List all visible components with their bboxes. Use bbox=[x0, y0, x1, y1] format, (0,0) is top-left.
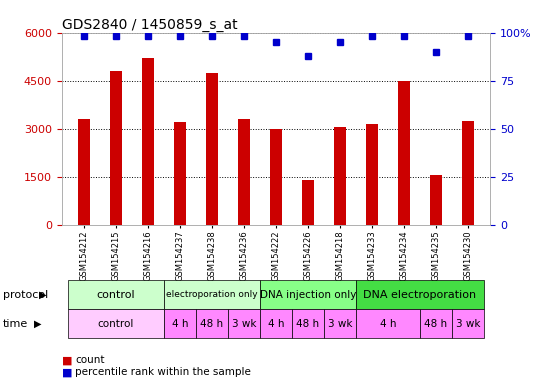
Text: control: control bbox=[98, 318, 134, 329]
Text: 3 wk: 3 wk bbox=[328, 318, 352, 329]
Text: time: time bbox=[3, 319, 28, 329]
Text: 3 wk: 3 wk bbox=[232, 318, 256, 329]
Bar bbox=[164, 280, 260, 309]
Bar bbox=[324, 309, 356, 338]
Text: count: count bbox=[75, 355, 105, 365]
Text: 48 h: 48 h bbox=[200, 318, 224, 329]
Bar bbox=[356, 280, 484, 309]
Bar bbox=[333, 127, 346, 225]
Bar bbox=[78, 119, 91, 225]
Text: 4 h: 4 h bbox=[268, 318, 284, 329]
Text: ▶: ▶ bbox=[34, 319, 41, 329]
Bar bbox=[206, 73, 219, 225]
Text: 4 h: 4 h bbox=[172, 318, 188, 329]
Text: ▶: ▶ bbox=[39, 290, 46, 300]
Bar bbox=[292, 309, 324, 338]
Bar bbox=[270, 129, 282, 225]
Bar bbox=[398, 81, 411, 225]
Bar bbox=[110, 71, 122, 225]
Text: 3 wk: 3 wk bbox=[456, 318, 480, 329]
Text: DNA electroporation: DNA electroporation bbox=[363, 290, 477, 300]
Text: control: control bbox=[96, 290, 136, 300]
Bar bbox=[356, 309, 420, 338]
Text: GDS2840 / 1450859_s_at: GDS2840 / 1450859_s_at bbox=[62, 18, 237, 31]
Text: percentile rank within the sample: percentile rank within the sample bbox=[75, 367, 251, 377]
Text: 48 h: 48 h bbox=[425, 318, 448, 329]
Text: ■: ■ bbox=[62, 355, 72, 365]
Bar bbox=[461, 121, 474, 225]
Text: protocol: protocol bbox=[3, 290, 48, 300]
Bar bbox=[174, 122, 187, 225]
Bar bbox=[164, 309, 196, 338]
Bar bbox=[196, 309, 228, 338]
Bar bbox=[260, 280, 356, 309]
Bar bbox=[430, 175, 442, 225]
Bar bbox=[366, 124, 378, 225]
Bar bbox=[420, 309, 452, 338]
Text: 4 h: 4 h bbox=[380, 318, 396, 329]
Text: DNA injection only: DNA injection only bbox=[260, 290, 356, 300]
Text: electroporation only: electroporation only bbox=[166, 290, 258, 299]
Bar bbox=[302, 180, 315, 225]
Bar bbox=[237, 119, 250, 225]
Bar bbox=[142, 58, 154, 225]
Bar bbox=[228, 309, 260, 338]
Text: 48 h: 48 h bbox=[296, 318, 319, 329]
Bar bbox=[452, 309, 484, 338]
Bar bbox=[260, 309, 292, 338]
Bar bbox=[68, 309, 164, 338]
Text: ■: ■ bbox=[62, 367, 72, 377]
Bar bbox=[68, 280, 164, 309]
